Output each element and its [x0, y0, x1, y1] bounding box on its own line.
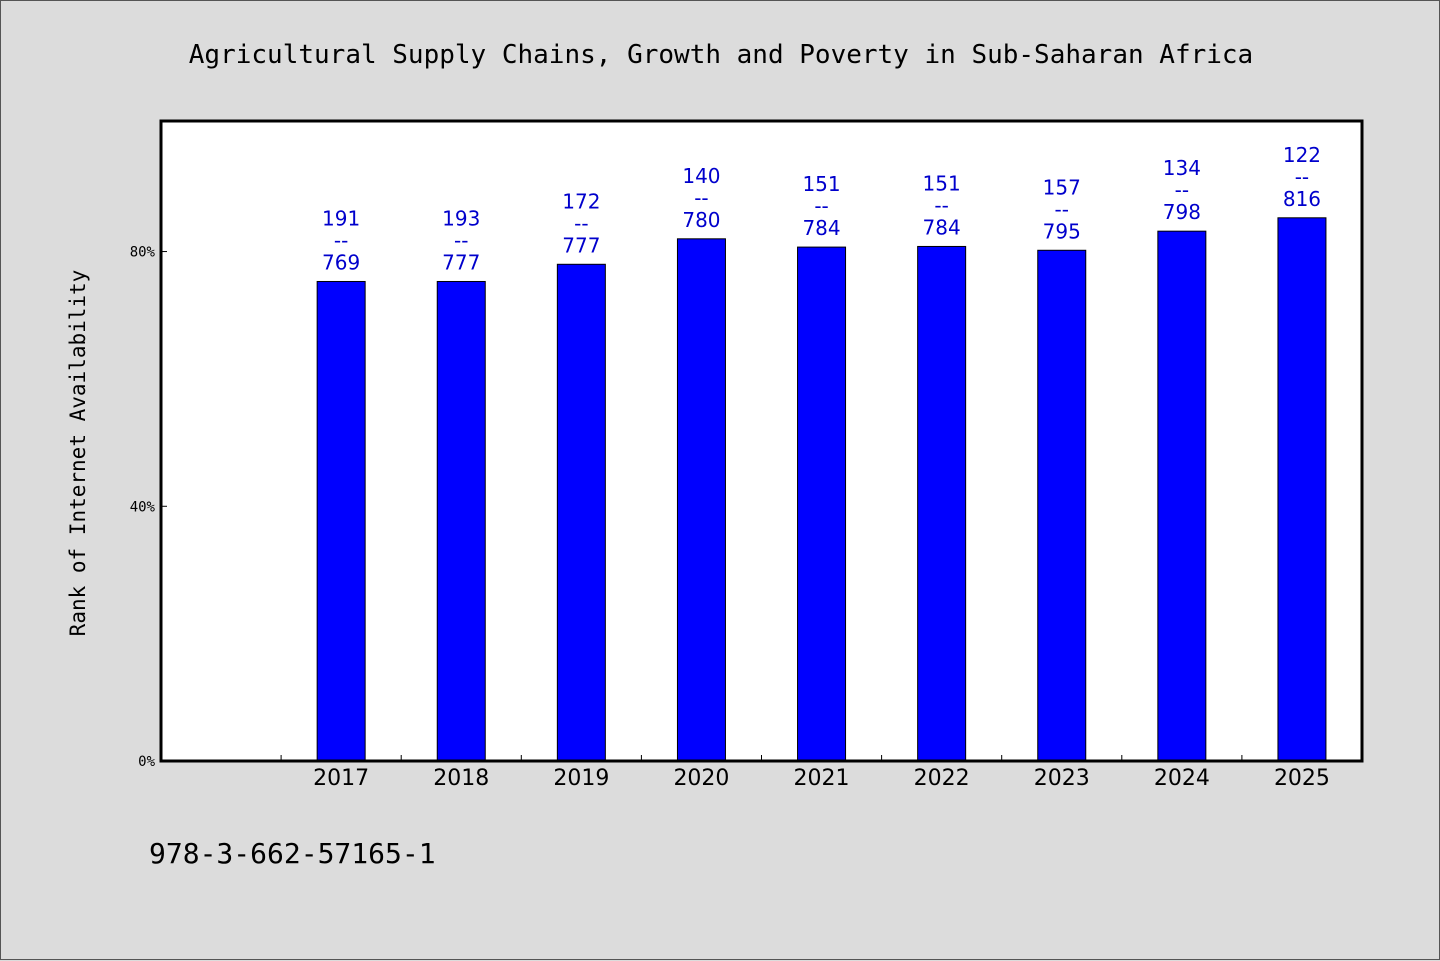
bar-2019: [556, 263, 606, 762]
bar-2022: [917, 245, 967, 762]
bar-2017: [316, 280, 366, 762]
x-tick-label-2022: 2022: [914, 766, 970, 791]
data-label-2024-line-2: --: [1175, 178, 1189, 202]
y-tick-label-0: 0%: [138, 754, 155, 770]
y-tick-label-40: 40%: [130, 499, 156, 515]
bar-2018: [436, 280, 486, 762]
data-label-2020-line-1: 140: [682, 164, 720, 188]
data-label-2021-line-1: 151: [802, 172, 840, 196]
data-label-2018-line-2: --: [454, 228, 468, 252]
bar-2024: [1157, 230, 1207, 762]
y-axis-label: Rank of Internet Availability: [66, 270, 90, 637]
data-label-2019-line-2: --: [574, 211, 588, 235]
data-label-2020-line-3: 780: [682, 208, 720, 232]
x-tick-label-2020: 2020: [673, 766, 729, 791]
x-tick-label-2017: 2017: [313, 766, 369, 791]
x-tick-label-2025: 2025: [1274, 766, 1330, 791]
bar-2023: [1037, 249, 1087, 762]
data-label-2025-line-3: 816: [1283, 187, 1321, 211]
data-label-2022-line-2: --: [934, 193, 948, 217]
bars-group: [316, 217, 1327, 762]
x-axis-ticks: 2017 2018 2019 2020 2021 2022 2023 2024 2025: [280, 755, 1330, 791]
data-label-2024-line-1: 134: [1163, 156, 1201, 180]
data-label-2017-line-3: 769: [322, 250, 360, 274]
x-tick-label-2024: 2024: [1154, 766, 1210, 791]
data-label-2022-line-3: 784: [923, 215, 961, 239]
data-label-2023-line-1: 157: [1043, 175, 1081, 199]
bar-2025: [1277, 217, 1327, 762]
data-labels-group: 191--769193--777172--777140--780151--784…: [322, 143, 1321, 275]
isbn-footer: 978-3-662-57165-1: [149, 837, 436, 870]
data-label-2021-line-2: --: [814, 194, 828, 218]
data-label-2019-line-3: 777: [562, 233, 600, 257]
data-label-2025-line-1: 122: [1283, 143, 1321, 167]
data-label-2021-line-3: 784: [802, 216, 840, 240]
x-tick-label-2021: 2021: [794, 766, 850, 791]
data-label-2023-line-3: 795: [1043, 219, 1081, 243]
data-label-2022-line-1: 151: [923, 171, 961, 195]
data-label-2017-line-2: --: [334, 228, 348, 252]
data-label-2020-line-2: --: [694, 186, 708, 210]
x-tick-label-2023: 2023: [1034, 766, 1090, 791]
bar-2020: [676, 238, 726, 762]
data-label-2018-line-1: 193: [442, 206, 480, 230]
y-axis-ticks: 0% 40% 80%: [130, 245, 167, 770]
x-tick-label-2019: 2019: [553, 766, 609, 791]
data-label-2018-line-3: 777: [442, 250, 480, 274]
data-label-2017-line-1: 191: [322, 206, 360, 230]
data-label-2025-line-2: --: [1295, 165, 1309, 189]
bar-2021: [797, 246, 847, 762]
data-label-2024-line-3: 798: [1163, 200, 1201, 224]
y-tick-label-80: 80%: [130, 245, 156, 261]
data-label-2019-line-1: 172: [562, 189, 600, 213]
x-tick-label-2018: 2018: [433, 766, 489, 791]
chart-title: Agricultural Supply Chains, Growth and P…: [189, 40, 1253, 70]
data-label-2023-line-2: --: [1055, 197, 1069, 221]
